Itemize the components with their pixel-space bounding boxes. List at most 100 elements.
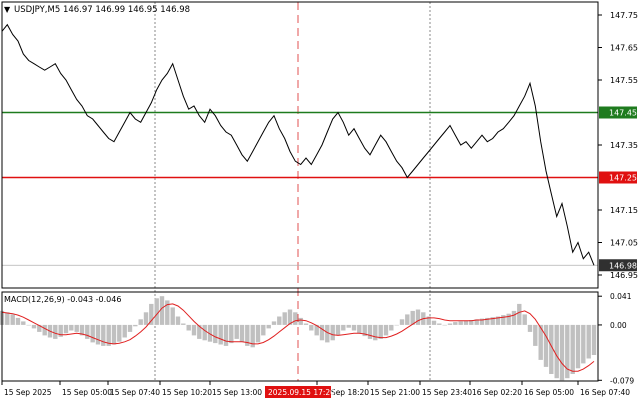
time-marker-badge: [265, 386, 331, 398]
macd-bar-65: [346, 324, 351, 328]
macd-bar-37: [197, 324, 202, 339]
macd-bar-94: [501, 315, 506, 325]
macd-bar-51: [271, 321, 277, 325]
macd-bar-101: [538, 324, 543, 360]
x-tick-label-6: 15 Sep 21:00: [370, 388, 420, 397]
price-tick-label-2: 147.55: [610, 76, 638, 85]
macd-bar-97: [517, 303, 522, 325]
chart-title: USDJPY,M5 146.97 146.99 146.95 146.98: [14, 5, 190, 15]
macd-bar-39: [207, 324, 213, 342]
macd-bar-35: [186, 324, 191, 331]
price-series: [1, 23, 595, 266]
macd-bar-18: [95, 324, 101, 345]
macd-bar-13: [69, 324, 74, 331]
macd-bar-60: [319, 324, 325, 341]
price-tick-label-4: 147.15: [610, 206, 638, 215]
macd-bar-86: [458, 321, 463, 325]
macd-bar-17: [90, 324, 95, 343]
price-tick-label-0: 147.75: [610, 11, 638, 20]
level-badge-0: [599, 106, 637, 119]
macd-bar-52: [277, 316, 282, 325]
macd-bar-3: [15, 317, 21, 325]
macd-bar-32: [170, 307, 175, 325]
macd-bar-38: [202, 324, 207, 341]
macd-bar-105: [559, 324, 565, 381]
macd-bar-84: [447, 323, 453, 325]
macd-bar-107: [570, 324, 575, 374]
macd-bar-82: [437, 323, 442, 325]
macd-bar-90: [479, 318, 485, 325]
macd-bar-103: [549, 324, 554, 374]
x-tick-label-5: 15 Sep 18:20: [319, 388, 369, 397]
macd-panel-frame: [1, 291, 599, 382]
macd-bar-23: [122, 324, 127, 338]
macd-bar-10: [53, 324, 58, 339]
x-tick-label-4: 15 Sep 13:00: [212, 388, 262, 397]
macd-bar-56: [298, 317, 303, 325]
macd-bar-99: [527, 324, 533, 332]
macd-bar-34: [181, 323, 186, 325]
collapse-arrow-icon[interactable]: ▼: [4, 5, 11, 14]
macd-bar-1: [5, 312, 10, 325]
macd-bar-108: [575, 324, 581, 369]
macd-bar-31: [165, 300, 170, 325]
macd-bar-5: [26, 324, 31, 326]
grid: [154, 2, 431, 381]
x-tick-label-2: 15 Sep 07:40: [110, 388, 160, 397]
macd-bar-73: [389, 324, 394, 331]
macd-bar-57: [303, 323, 309, 325]
macd-bar-14: [74, 324, 79, 332]
macd-bar-22: [117, 324, 122, 342]
macd-bar-85: [453, 322, 458, 325]
macd-bar-20: [106, 324, 111, 346]
macd-bar-62: [330, 324, 335, 341]
macd-bar-24: [127, 324, 133, 332]
price-tick-label-6: 146.95: [610, 271, 638, 280]
macd-bar-102: [543, 324, 549, 367]
macd-bar-25: [133, 324, 138, 327]
price-tick-label-1: 147.65: [610, 44, 638, 53]
macd-bar-27: [143, 312, 149, 325]
macd-tick-label-0: 0.041: [610, 292, 632, 301]
macd-bar-63: [335, 324, 341, 336]
price-y-axis: 147.75 147.65 147.55 147.35 147.15 147.05 146.…: [598, 11, 638, 280]
macd-bar-46: [245, 324, 250, 346]
x-tick-label-10: 16 Sep 07:40: [580, 388, 630, 397]
macd-signal-line: [1, 303, 595, 372]
macd-bar-77: [410, 310, 415, 325]
x-tick-label-0: 15 Sep 2025: [4, 388, 52, 397]
macd-bar-8: [42, 324, 47, 336]
macd-bar-30: [159, 296, 165, 325]
macd-bar-110: [586, 324, 591, 359]
macd-bar-88: [469, 320, 474, 325]
macd-bar-28: [149, 303, 154, 325]
macd-bar-15: [79, 324, 85, 336]
macd-bar-92: [490, 317, 495, 325]
macd-bar-71: [378, 324, 383, 339]
macd-bar-47: [250, 324, 255, 348]
price-tick-label-5: 147.05: [610, 239, 638, 248]
price-line: [1, 23, 595, 266]
macd-tick-label-1: 0.00: [610, 321, 627, 330]
current-price-badge: [599, 259, 637, 272]
x-tick-label-7: 15 Sep 23:40: [422, 388, 472, 397]
macd-bar-96: [511, 310, 517, 325]
macd-bar-68: [362, 324, 367, 337]
price-tick-label-3: 147.35: [610, 141, 638, 150]
macd-bar-111: [591, 324, 597, 355]
level-badge-label-1: 147.25: [609, 174, 637, 183]
macd-bar-70: [373, 324, 378, 341]
macd-bar-98: [522, 314, 527, 325]
macd-bar-45: [239, 324, 245, 342]
macd-bar-21: [111, 324, 117, 345]
macd-bar-40: [213, 324, 218, 344]
macd-bar-67: [357, 324, 362, 334]
macd-bar-7: [37, 324, 42, 332]
macd-bar-75: [399, 319, 405, 325]
macd-bar-74: [394, 324, 399, 326]
macd-bar-49: [261, 324, 266, 336]
macd-bar-50: [266, 324, 271, 329]
time-marker-label: 2025.09.15 17:20: [268, 388, 335, 397]
